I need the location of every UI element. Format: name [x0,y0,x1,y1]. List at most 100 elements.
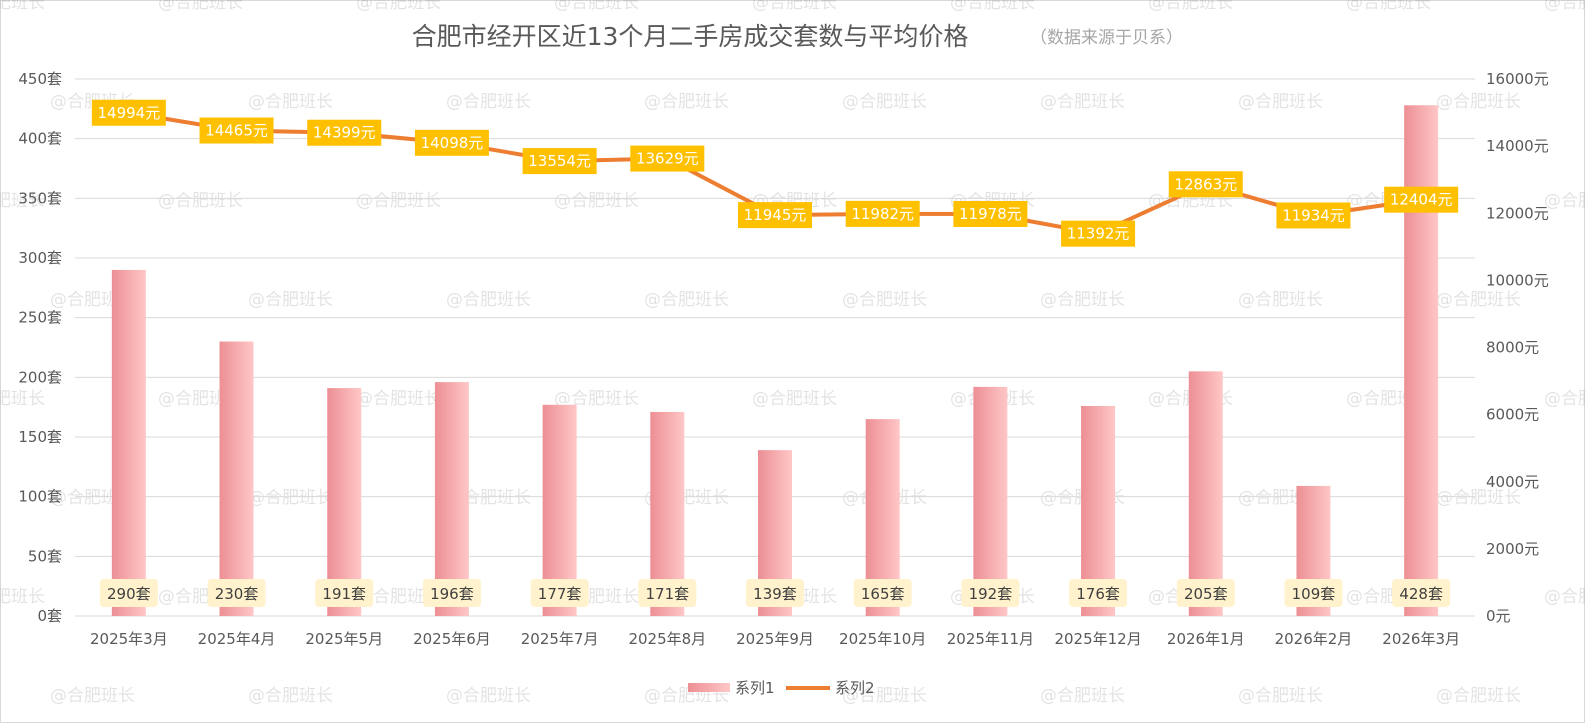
bar-data-label: 196套 [422,579,481,607]
watermark-text: @合肥班长 [1436,686,1521,706]
bar [973,386,1008,616]
watermark-text: @合肥班长 [446,92,531,112]
bar-label-text: 196套 [430,585,474,603]
x-tick-label: 2025年10月 [839,630,926,648]
legend: 系列1 系列2 [688,679,875,697]
bar-label-text: 171套 [645,585,689,603]
right-tick-label: 10000元 [1486,271,1549,289]
left-tick-label: 150套 [18,428,62,446]
watermark-text: @合肥班长 [842,686,927,706]
watermark-text: @合肥班长 [1040,92,1125,112]
right-tick-label: 12000元 [1486,204,1549,222]
bar [327,388,362,616]
line-label-bg [414,129,489,156]
bar-label-text: 290套 [107,585,151,603]
left-tick-label: 0套 [37,607,62,625]
bar-data-label: 192套 [961,579,1020,607]
right-tick-label: 16000元 [1486,70,1549,88]
line-label-bg [845,200,920,227]
bar-data-label: 139套 [746,579,804,607]
bar [111,269,146,616]
line-label-bg [307,119,382,146]
line-label-bg [1276,202,1351,229]
line-label-text: 14465元 [205,122,268,140]
watermark-text: @合肥班长 [752,389,837,409]
bar-label-text: 177套 [538,585,582,603]
watermark-text: @合肥班长 [644,92,729,112]
watermark-text: @合肥班长 [0,191,45,211]
line-data-label: 12863元 [1168,171,1243,198]
line-label-text: 13629元 [636,150,699,168]
line-data-label: 11978元 [953,200,1028,227]
line-label-text: 14994元 [97,104,160,122]
line-label-text: 14098元 [421,134,484,152]
right-tick-label: 6000元 [1486,406,1539,424]
watermark-text: @合肥班长 [446,686,531,706]
x-tick-label: 2025年7月 [521,630,599,648]
watermark-text: @合肥班长 [1436,92,1521,112]
watermark-text: @合肥班长 [1346,0,1431,13]
bar-label-bg [1069,579,1128,607]
bar-label-bg [853,579,912,607]
watermark-text: @合肥班长 [356,191,441,211]
watermark-text: @合肥班长 [1544,191,1585,211]
line-data-label: 11392元 [1061,220,1136,247]
line-label-text: 12863元 [1174,175,1237,193]
bar-data-labels: 290套 230套 191套 196套 177套 171套 139套 165套 192套 176套… [99,579,1451,607]
watermark-text: @合肥班长 [248,686,333,706]
watermark-text: @合肥班长 [158,0,243,13]
x-tick-label: 2026年3月 [1382,630,1460,648]
watermark-text: @合肥班长 [0,587,45,607]
watermark-text: @合肥班长 [1436,488,1521,508]
watermark-text: @合肥班长 [1544,587,1585,607]
watermark-text: @合肥班长 [554,0,639,13]
right-tick-label: 4000元 [1486,473,1539,491]
left-axis-ticks: 0套 50套 100套 150套 200套 250套 300套 350套 400套 450套 [18,70,62,625]
line-label-bg [1061,220,1136,247]
bar-label-text: 176套 [1076,585,1120,603]
bar-data-label: 177套 [530,579,589,607]
line-data-label: 14994元 [91,99,166,126]
left-tick-label: 450套 [18,70,62,88]
line-data-label: 14098元 [414,129,489,156]
watermark-text: @合肥班长 [554,389,639,409]
line-label-text: 11978元 [959,205,1022,223]
bar-label-bg [315,579,374,607]
watermark-text: @合肥班长 [158,191,243,211]
left-tick-label: 50套 [28,547,62,565]
bar-data-label: 230套 [207,579,266,607]
right-tick-label: 0元 [1486,607,1511,625]
bar [219,341,254,616]
line-label-bg [738,202,812,229]
left-tick-label: 250套 [18,309,62,327]
line-label-bg [91,99,166,126]
right-tick-label: 14000元 [1486,137,1549,155]
line-data-label: 11934元 [1276,202,1351,229]
x-tick-label: 2025年12月 [1054,630,1141,648]
chart-subtitle: （数据来源于贝系） [1030,28,1183,48]
line-data-label: 14465元 [199,117,274,144]
watermark-text: @合肥班长 [1544,0,1585,13]
watermark-text: @合肥班长 [1544,389,1585,409]
line-label-text: 11945元 [744,206,807,224]
watermark-text: @合肥班长 [356,389,441,409]
bar-label-bg [1392,579,1451,607]
bar-data-label: 176套 [1069,579,1128,607]
watermark-text: @合肥班长 [248,488,333,508]
x-tick-label: 2025年9月 [736,630,814,648]
line-label-bg [1384,186,1459,213]
left-tick-label: 100套 [18,488,62,506]
watermark-text: @合肥班长 [752,0,837,13]
bar-label-text: 428套 [1399,585,1443,603]
bar-label-text: 191套 [322,585,366,603]
bar-label-text: 192套 [969,585,1013,603]
bar-label-bg [961,579,1020,607]
chart-title: 合肥市经开区近13个月二手房成交套数与平均价格 [412,22,969,51]
watermark-text: @合肥班长 [1238,290,1323,310]
bar-data-label: 109套 [1284,579,1343,607]
left-tick-label: 200套 [18,368,62,386]
watermark-text: @合肥班长 [1436,290,1521,310]
line-label-bg [1168,171,1243,198]
